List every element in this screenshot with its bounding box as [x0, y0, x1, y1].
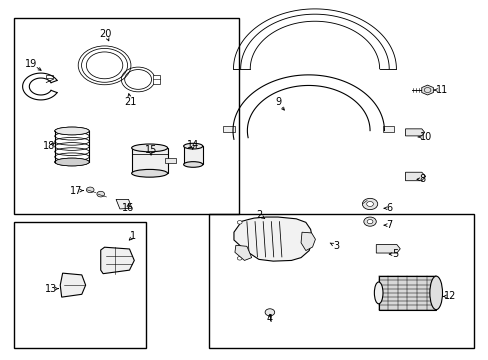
Polygon shape — [232, 75, 384, 139]
Circle shape — [363, 217, 376, 226]
Circle shape — [366, 220, 372, 224]
Ellipse shape — [55, 127, 89, 135]
Text: 5: 5 — [391, 249, 398, 259]
Bar — [208, 213, 472, 348]
Bar — [45, 75, 53, 78]
Polygon shape — [101, 247, 134, 274]
Bar — [223, 126, 235, 132]
Text: 11: 11 — [435, 85, 447, 95]
Text: 4: 4 — [266, 314, 272, 324]
Text: 20: 20 — [99, 28, 111, 39]
Text: 18: 18 — [43, 141, 55, 152]
Circle shape — [264, 309, 274, 316]
Ellipse shape — [183, 162, 203, 167]
Text: 9: 9 — [274, 98, 281, 107]
Bar — [153, 75, 160, 84]
Bar — [165, 158, 175, 163]
Text: 6: 6 — [386, 203, 391, 213]
Circle shape — [86, 187, 94, 193]
Bar — [131, 148, 167, 173]
Text: 12: 12 — [444, 292, 456, 301]
Ellipse shape — [183, 143, 203, 149]
Bar — [14, 18, 238, 213]
Ellipse shape — [131, 170, 167, 177]
Text: 1: 1 — [130, 231, 136, 242]
Bar — [14, 222, 146, 348]
Polygon shape — [376, 244, 399, 253]
Text: 3: 3 — [333, 241, 339, 251]
Bar — [382, 126, 394, 132]
Polygon shape — [421, 85, 432, 95]
Polygon shape — [233, 217, 312, 261]
Bar — [378, 276, 435, 310]
Text: 17: 17 — [69, 186, 82, 195]
Polygon shape — [116, 199, 132, 209]
Ellipse shape — [429, 276, 442, 310]
Polygon shape — [234, 245, 251, 260]
Circle shape — [362, 198, 377, 210]
Ellipse shape — [374, 282, 382, 304]
Text: 8: 8 — [419, 174, 425, 184]
Polygon shape — [60, 273, 85, 297]
Text: 13: 13 — [45, 284, 57, 294]
Ellipse shape — [55, 158, 89, 166]
Text: 15: 15 — [144, 145, 157, 155]
Ellipse shape — [131, 144, 167, 152]
Circle shape — [366, 202, 373, 206]
Bar — [183, 146, 203, 165]
Circle shape — [97, 191, 104, 197]
Text: 7: 7 — [386, 220, 391, 230]
Polygon shape — [405, 129, 424, 136]
Text: 10: 10 — [419, 132, 431, 142]
Polygon shape — [301, 232, 315, 251]
Polygon shape — [405, 172, 425, 181]
Text: 16: 16 — [122, 203, 134, 213]
Text: 2: 2 — [255, 210, 262, 220]
Text: 21: 21 — [124, 97, 136, 107]
Circle shape — [237, 257, 242, 260]
Text: 14: 14 — [186, 140, 199, 150]
Text: 19: 19 — [25, 59, 37, 68]
Circle shape — [237, 221, 242, 224]
